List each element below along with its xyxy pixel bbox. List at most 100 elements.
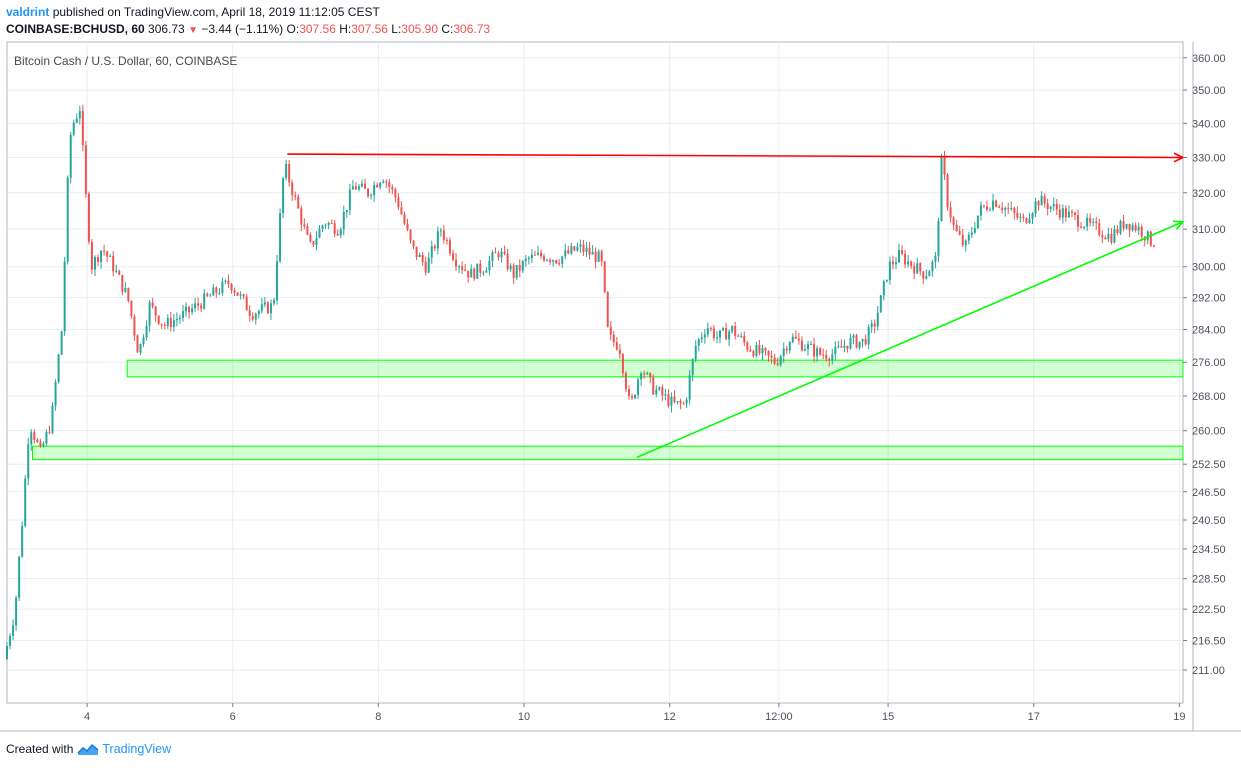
candle-up [676,401,679,403]
candle-down [846,345,849,349]
candle-up [272,300,275,304]
candle-down [998,206,1001,208]
candle-up [1049,206,1052,210]
candle-up [1107,233,1110,240]
candle-up [239,294,242,296]
candle-down [1134,225,1137,231]
candle-up [115,270,118,272]
candle-down [266,302,269,314]
candle-down [1128,223,1131,231]
candle-down [391,186,394,190]
candle-down [197,303,200,306]
candle-up [51,405,54,433]
candle-down [1070,211,1073,213]
candle-up [894,262,897,265]
candle-down [367,188,370,197]
candle-up [761,347,764,354]
candle-up [637,379,640,395]
candle-down [1073,212,1076,216]
candle-up [491,252,494,261]
candle-up [591,251,594,255]
candle-up [282,178,285,214]
candle-down [621,354,624,374]
candle-up [837,346,840,348]
candle-down [624,373,627,390]
candle-down [330,222,333,224]
candle-up [509,265,512,270]
candle-down [652,377,655,395]
candle-up [585,248,588,252]
candle-up [834,346,837,355]
candle-up [488,260,491,271]
candle-down [364,183,367,189]
candle-up [564,250,567,257]
candle-up [843,345,846,348]
candle-up [221,281,224,294]
candle-up [992,200,995,210]
candle-down [1077,215,1080,227]
candle-down [785,348,788,351]
candle-up [178,317,181,320]
candle-up [1034,201,1037,214]
tradingview-logo-icon [77,743,99,755]
y-tick-label: 211.00 [1192,665,1225,677]
y-tick-label: 276.00 [1192,357,1226,369]
candle-up [806,344,809,350]
candle-down [467,270,470,278]
candle-down [1089,217,1092,223]
candle-down [160,323,163,325]
candle-down [946,174,949,208]
candle-up [907,261,910,265]
candle-down [288,163,291,183]
candle-down [1122,220,1125,229]
ascending-trendline [636,221,1184,459]
y-tick-label: 320.00 [1192,188,1226,200]
candle-up [931,261,934,272]
candle-down [409,229,412,241]
candle-up [257,310,260,315]
candle-up [867,326,870,345]
candle-down [415,246,418,258]
candle-down [442,230,445,240]
candle-down [533,254,536,256]
candle-down [251,315,254,320]
candle-up [470,268,473,278]
candle-up [1067,211,1070,218]
candle-up [755,344,758,357]
candle-up [439,230,442,232]
candle-down [506,253,509,270]
candle-up [427,257,430,273]
candle-down [643,373,646,375]
candle-up [898,250,901,263]
candle-up [139,344,142,353]
author-link[interactable]: valdrint [6,5,50,19]
candle-up [78,111,81,119]
candle-down [206,293,209,296]
candle-down [612,334,615,343]
x-tick-label: 15 [882,711,894,723]
x-tick-label: 12:00 [765,711,793,723]
candle-up [885,279,888,282]
candle-down [300,208,303,225]
candle-up [1028,218,1031,224]
candle-down [709,328,712,330]
candle-down [1152,245,1155,247]
candle-up [1137,226,1140,231]
footer: Created with TradingView [6,742,171,756]
candle-down [36,439,39,442]
candle-up [6,645,8,660]
y-tick-label: 292.00 [1192,293,1226,305]
last-price: 306.73 [148,22,185,36]
tradingview-brand-link[interactable]: TradingView [102,742,172,756]
candle-down [606,291,609,327]
candle-up [142,337,145,345]
candle-down [773,357,776,364]
candle-down [33,432,36,440]
chart-grid [0,41,1241,732]
candle-down [291,182,294,196]
candle-down [445,239,448,241]
candle-up [715,337,718,339]
candle-up [706,328,709,335]
candle-up [640,373,643,380]
